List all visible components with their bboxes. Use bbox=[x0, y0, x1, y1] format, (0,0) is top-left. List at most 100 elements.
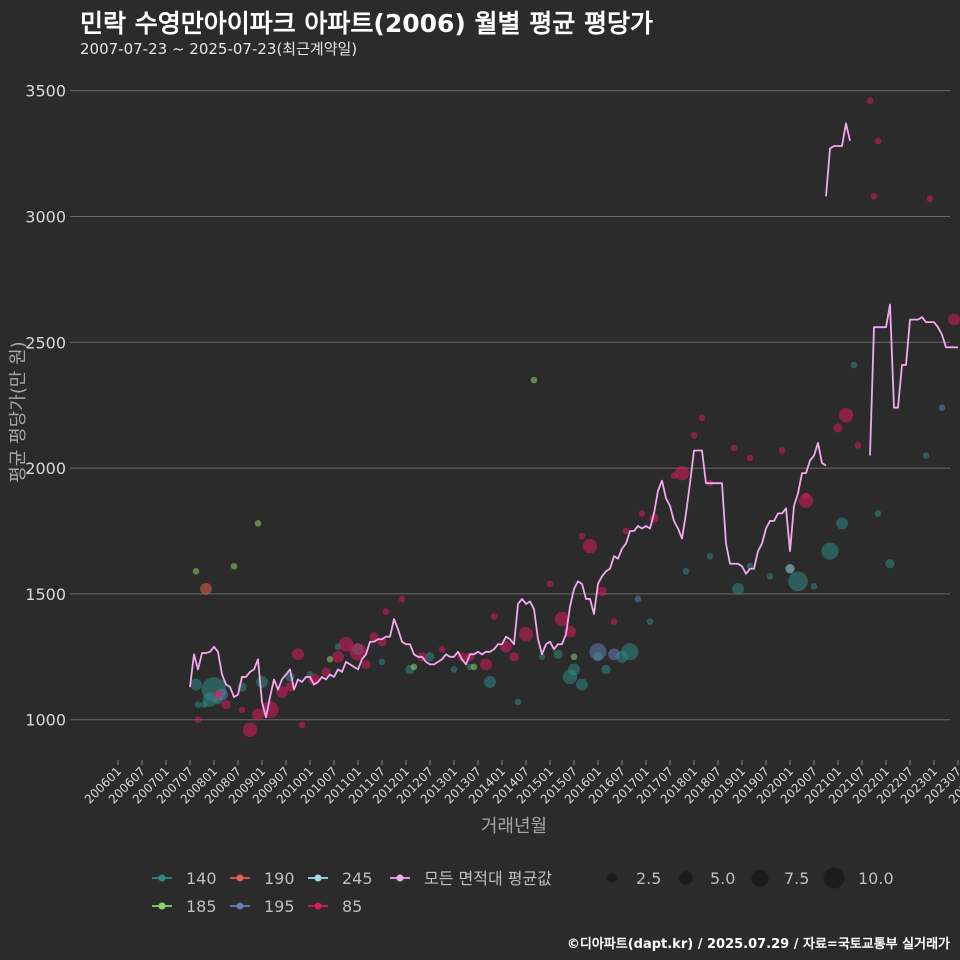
scatter-point-185 bbox=[254, 520, 262, 527]
scatter-point-140 bbox=[788, 571, 808, 592]
scatter-point-85 bbox=[674, 465, 690, 481]
scatter-point-85 bbox=[948, 313, 960, 326]
legend-label: 85 bbox=[342, 897, 362, 916]
scatter-point-140 bbox=[378, 658, 386, 666]
scatter-point-190 bbox=[200, 582, 212, 595]
line-layer bbox=[189, 122, 958, 719]
scatter-point-85 bbox=[622, 527, 630, 535]
y-axis: 1000 1500 2000 2500 3000 3500 bbox=[25, 82, 66, 730]
scatter-point-140 bbox=[194, 701, 202, 708]
scatter-point-195 bbox=[938, 404, 946, 412]
legend-size-swatch bbox=[823, 867, 845, 889]
scatter-point-85 bbox=[698, 414, 706, 422]
scatter-point-140 bbox=[850, 361, 858, 369]
y-tick-label: 1500 bbox=[25, 585, 66, 604]
scatter-point-85 bbox=[221, 700, 231, 710]
legend-label: 245 bbox=[342, 869, 373, 888]
legend-swatch bbox=[158, 874, 166, 882]
scatter-point-85 bbox=[866, 97, 874, 105]
y-tick-label: 3500 bbox=[25, 82, 66, 101]
scatter-point-140 bbox=[836, 517, 848, 530]
chart-subtitle: 2007-07-23 ~ 2025-07-23(최근계약일) bbox=[80, 40, 358, 58]
scatter-point-140 bbox=[732, 582, 744, 595]
scatter-point-140 bbox=[682, 567, 690, 575]
scatter-point-140 bbox=[885, 559, 895, 569]
scatter-point-85 bbox=[546, 580, 554, 588]
scatter-point-140 bbox=[821, 542, 839, 560]
legend-label: 185 bbox=[186, 897, 217, 916]
y-axis-label: 평균 평당가(만 원) bbox=[8, 341, 29, 482]
scatter-point-85 bbox=[578, 532, 586, 540]
scatter-point-85 bbox=[509, 652, 519, 662]
scatter-point-85 bbox=[854, 442, 862, 449]
scatter-point-185 bbox=[326, 656, 334, 663]
x-axis: 2006012006072007012007072008012008072009… bbox=[82, 760, 960, 807]
y-tick-label: 3000 bbox=[25, 207, 66, 226]
legend-swatch bbox=[236, 902, 244, 910]
series-line-average bbox=[825, 122, 851, 197]
y-tick-label: 2000 bbox=[25, 459, 66, 478]
scatter-point-195 bbox=[608, 648, 620, 661]
scatter-point-185 bbox=[530, 376, 538, 384]
scatter-point-85 bbox=[480, 658, 492, 671]
scatter-point-140 bbox=[553, 649, 563, 659]
scatter-point-85 bbox=[349, 643, 367, 661]
scatter-point-85 bbox=[238, 706, 246, 713]
scatter-point-140 bbox=[190, 678, 202, 691]
legend-swatch bbox=[158, 902, 166, 910]
scatter-point-185 bbox=[470, 663, 478, 671]
scatter-point-85 bbox=[690, 432, 698, 439]
scatter-point-140 bbox=[538, 653, 546, 661]
x-axis-label: 거래년월 bbox=[481, 816, 547, 837]
scatter-point-85 bbox=[298, 721, 306, 729]
scatter-point-85 bbox=[838, 408, 854, 423]
scatter-point-185 bbox=[192, 567, 200, 575]
scatter-point-85 bbox=[874, 137, 882, 145]
scatter-point-195 bbox=[634, 595, 642, 603]
scatter-point-140 bbox=[810, 583, 818, 590]
scatter-point-185 bbox=[410, 663, 418, 671]
scatter-point-85 bbox=[870, 193, 878, 200]
scatter-point-140 bbox=[646, 618, 654, 625]
legend-swatch bbox=[314, 902, 322, 910]
series-line-average bbox=[869, 303, 958, 456]
scatter-point-85 bbox=[833, 423, 843, 433]
scatter-point-85 bbox=[610, 618, 618, 625]
scatter-point-85 bbox=[292, 648, 304, 661]
legend-label: 모든 면적대 평균값 bbox=[424, 869, 552, 888]
scatter-point-85 bbox=[638, 510, 646, 517]
scatter-point-140 bbox=[576, 678, 588, 691]
chart-title: 민락 수영만아이파크 아파트(2006) 월별 평균 평당가 bbox=[80, 9, 653, 38]
scatter-point-140 bbox=[601, 664, 611, 675]
scatter-point-85 bbox=[213, 689, 223, 700]
legend: 140 190 245 모든 면적대 평균값 185 195 85 2.5 5.0 7.5 10.0 bbox=[152, 867, 894, 916]
legend-swatch bbox=[314, 874, 322, 882]
scatter-point-85 bbox=[582, 538, 598, 554]
scatter-point-140 bbox=[514, 698, 522, 706]
scatter-point-85 bbox=[369, 632, 379, 642]
legend-label: 190 bbox=[264, 869, 295, 888]
scatter-layer bbox=[190, 97, 960, 738]
scatter-point-85 bbox=[597, 586, 607, 597]
legend-swatch bbox=[236, 874, 244, 882]
series-line-average bbox=[189, 442, 827, 719]
scatter-point-185 bbox=[570, 653, 578, 661]
legend-size-label: 2.5 bbox=[636, 869, 661, 888]
scatter-point-85 bbox=[252, 708, 264, 721]
legend-size-swatch bbox=[607, 873, 617, 883]
scatter-point-85 bbox=[798, 493, 814, 509]
scatter-point-140 bbox=[256, 676, 268, 688]
scatter-point-85 bbox=[398, 595, 406, 603]
legend-size-label: 5.0 bbox=[710, 869, 735, 888]
scatter-point-85 bbox=[518, 626, 534, 642]
scatter-point-140 bbox=[922, 452, 930, 459]
scatter-point-245 bbox=[785, 564, 795, 574]
scatter-point-85 bbox=[746, 454, 754, 462]
scatter-point-85 bbox=[730, 444, 738, 452]
scatter-point-140 bbox=[450, 666, 458, 673]
grid bbox=[70, 90, 950, 721]
scatter-point-140 bbox=[766, 573, 774, 580]
legend-size-swatch bbox=[679, 871, 693, 885]
scatter-point-85 bbox=[382, 608, 390, 615]
legend-label: 195 bbox=[264, 897, 295, 916]
